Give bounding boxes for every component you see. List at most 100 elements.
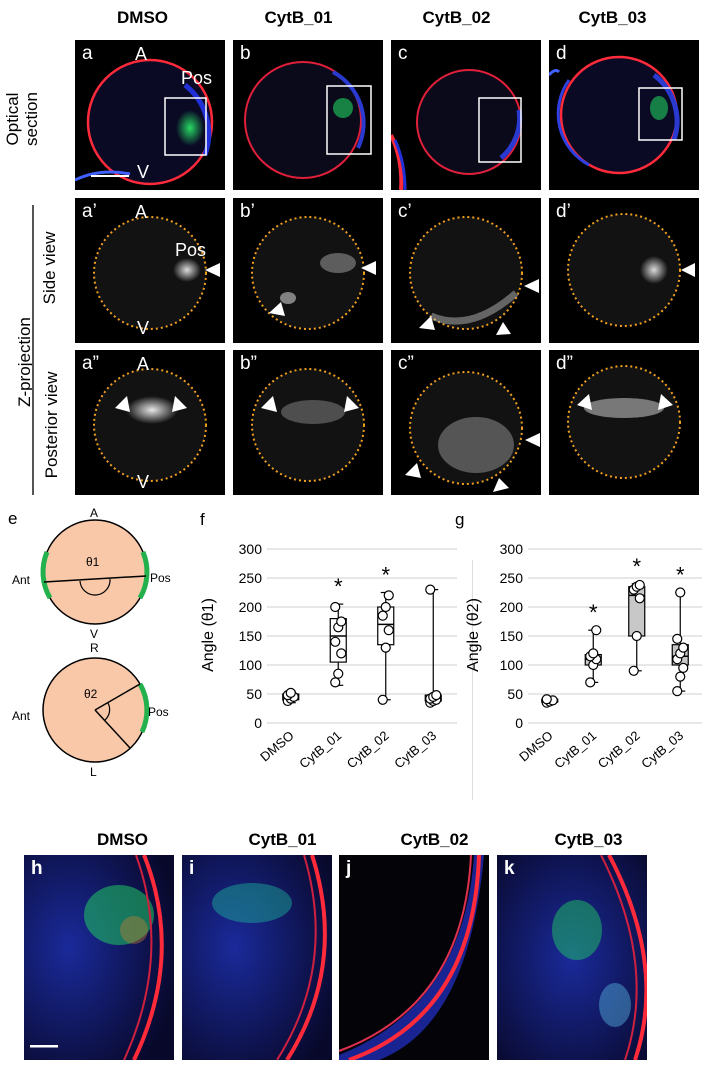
panel-label: i [189, 858, 195, 879]
label-a: A [90, 506, 98, 520]
label-anterior-a: A [135, 202, 148, 222]
side-view-image [567, 213, 695, 327]
arrowhead-icon [524, 279, 539, 293]
data-point [675, 671, 686, 682]
panel-c-posterior: c” [391, 350, 541, 495]
panel-label: c” [398, 353, 414, 374]
label-anterior-a: A [135, 44, 148, 64]
data-point [675, 587, 686, 598]
y-tick-label: 250 [500, 570, 524, 586]
panel-i: i [182, 855, 332, 1060]
y-tick-label: 100 [500, 657, 524, 673]
bottom-header-cytb01: CytB_01 [248, 830, 317, 849]
column-header-cytb02: CytB_02 [422, 8, 491, 27]
row-label-posterior-view: Posterior view [42, 371, 61, 479]
row-label-optical: Optical section [3, 92, 41, 146]
data-point [377, 610, 388, 621]
arrowhead-icon [205, 263, 220, 277]
panel-label: d” [556, 353, 573, 374]
optical-section-image [549, 55, 683, 175]
arrowhead-icon [577, 394, 592, 410]
data-point [330, 601, 341, 613]
panel-label: d’ [556, 201, 571, 222]
x-tick-label: CytB_03 [638, 728, 686, 772]
data-point [591, 625, 602, 636]
arrowhead-icon [261, 396, 277, 412]
arrowhead-icon [658, 394, 673, 410]
data-point [588, 648, 599, 659]
label-r: R [90, 641, 99, 655]
panel-label-e: e [8, 509, 17, 528]
panel-b-side: b’ [233, 198, 383, 343]
zoom-image-j [339, 855, 489, 1060]
data-point [383, 625, 394, 636]
label-theta1: θ1 [86, 555, 100, 569]
bottom-header-dmso: DMSO [97, 830, 148, 849]
y-axis-title: Angle (θ2) [465, 598, 482, 672]
data-point [336, 616, 347, 627]
significance-star: * [676, 563, 685, 588]
data-point [628, 665, 639, 676]
significance-star: * [381, 563, 390, 588]
panel-label: b” [240, 353, 257, 374]
data-point [634, 593, 645, 604]
posterior-view-image [251, 368, 365, 482]
arrowhead-icon [344, 396, 359, 412]
posterior-view-image [405, 371, 540, 492]
panel-b-optical: b [233, 40, 383, 190]
label-pos: Pos [150, 571, 171, 585]
x-tick-label: DMSO [516, 728, 556, 765]
data-point [631, 630, 642, 642]
schematic-e: e A θ1 Ant Pos V R θ2 Ant Pos L [8, 506, 171, 779]
significance-star: * [334, 574, 343, 599]
panel-k: k [497, 855, 647, 1060]
chart-label-f: f [200, 510, 205, 529]
panel-label: a [82, 43, 93, 64]
label-posterior-pos: Pos [181, 68, 213, 88]
posterior-view-image [567, 365, 681, 479]
panel-d-optical: d [549, 40, 699, 190]
y-tick-label: 250 [239, 570, 263, 586]
label-posterior-pos: Pos [175, 240, 207, 260]
data-point [380, 601, 391, 613]
panel-label: d [556, 43, 567, 64]
arrowhead-icon [496, 322, 511, 335]
data-point [672, 686, 683, 697]
optical-section-image [391, 69, 523, 190]
panel-label: a” [82, 353, 99, 374]
label-ant: Ant [12, 573, 31, 587]
arrowhead-icon [172, 396, 187, 412]
arrowhead-icon [115, 396, 130, 412]
optical-section-image [244, 61, 372, 179]
x-tick-label: CytB_02 [595, 728, 643, 772]
data-point [383, 590, 394, 601]
panel-h: h [24, 855, 174, 1060]
bottom-header-cytb02: CytB_02 [400, 830, 469, 849]
panel-label: c’ [398, 201, 412, 222]
panel-a-side: a’ A Pos V [75, 198, 225, 343]
column-header-cytb03: CytB_03 [578, 8, 647, 27]
arrowhead-icon [361, 261, 376, 275]
label-ventral-v: V [137, 318, 150, 338]
data-point [431, 690, 442, 701]
chart-f: f 0 50 100 150 200 250 300 DMSO * CytB_01 * CytB_0… [200, 510, 457, 771]
data-point [678, 642, 689, 653]
data-point [330, 677, 341, 688]
panel-c-side: c’ [391, 198, 541, 343]
bottom-header-cytb03: CytB_03 [554, 830, 623, 849]
side-view-image [93, 216, 220, 330]
y-axis-title: Angle (θ1) [200, 598, 217, 672]
label-theta2: θ2 [84, 687, 98, 701]
divider-fg [472, 560, 473, 800]
chart-label-g: g [455, 510, 464, 529]
scale-bar [30, 1045, 58, 1048]
label-pos2: Pos [148, 705, 169, 719]
panel-d-posterior: d” [549, 350, 699, 495]
x-tick-label: DMSO [257, 728, 297, 765]
panel-label: j [346, 858, 352, 879]
y-tick-label: 300 [239, 541, 263, 557]
arrowhead-icon [405, 463, 421, 478]
significance-star: * [632, 554, 641, 579]
label-l: L [90, 765, 97, 779]
arrowhead-icon [419, 316, 435, 330]
